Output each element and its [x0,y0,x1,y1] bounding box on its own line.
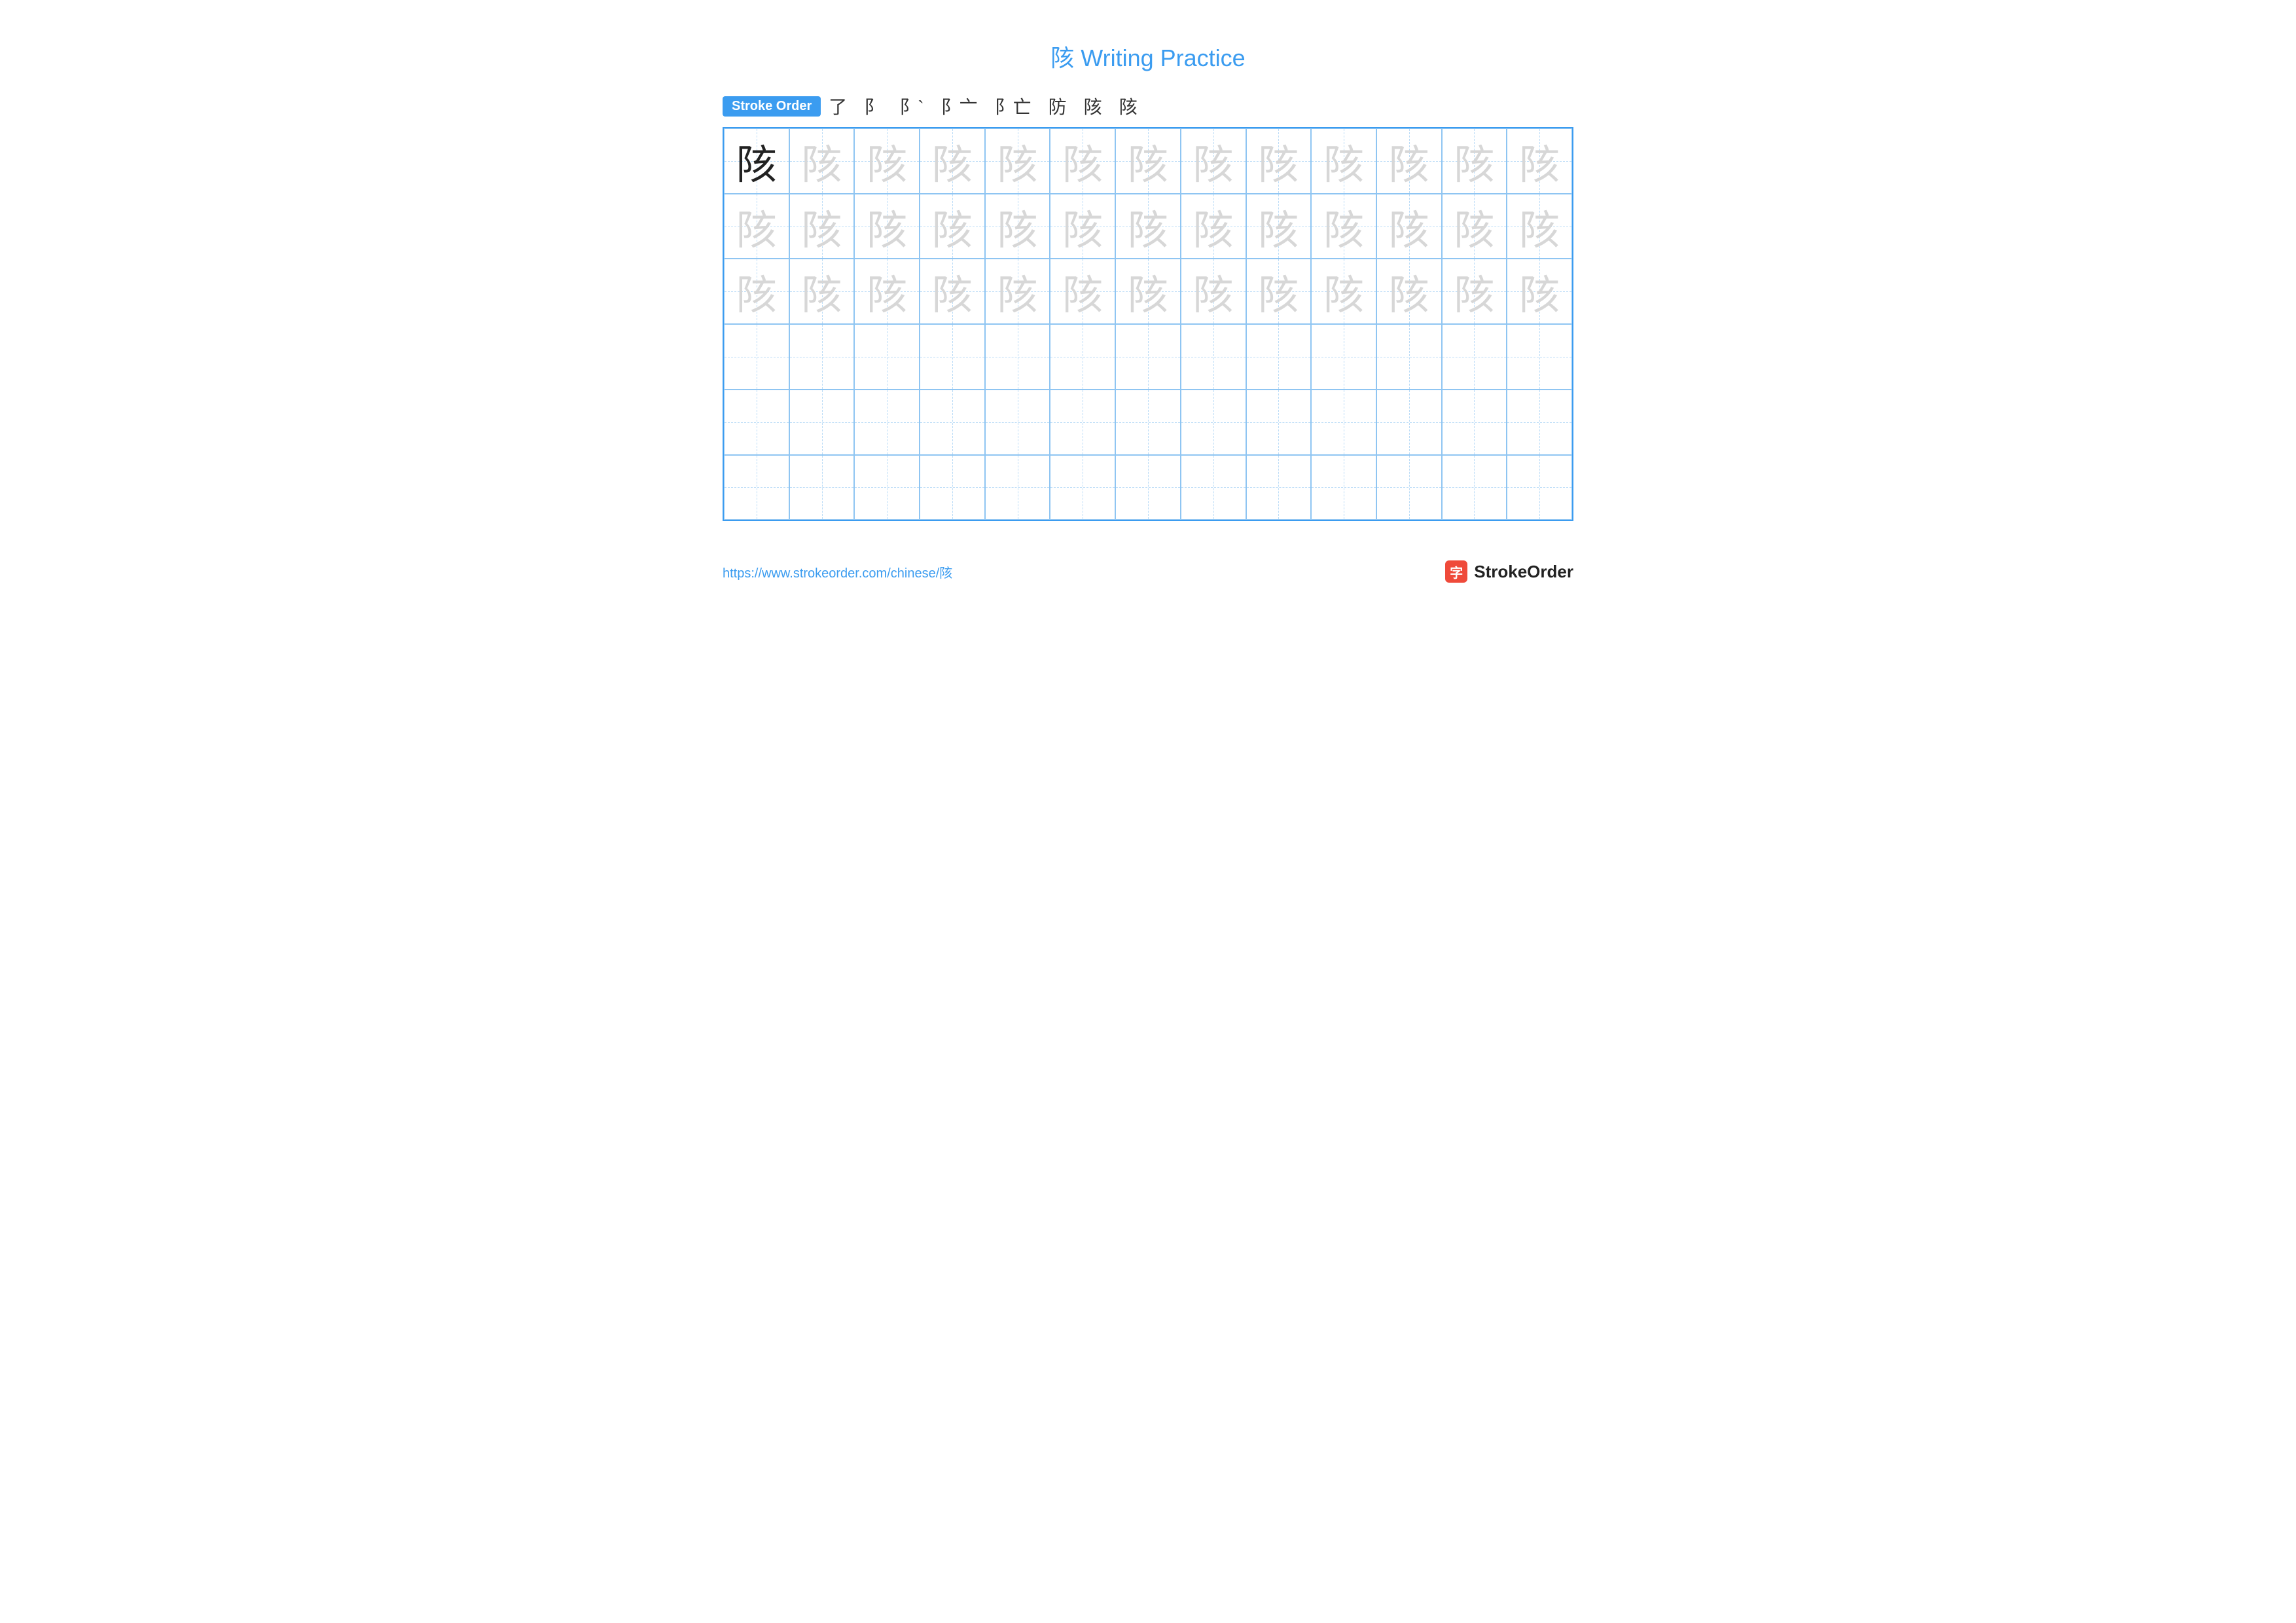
grid-cell: 陔 [724,194,789,259]
grid-cell [1376,455,1442,520]
stroke-step: 陔 [1084,93,1102,119]
grid-cell: 陔 [789,259,855,324]
grid-cell: 陔 [1311,194,1376,259]
grid-cell [724,324,789,390]
stroke-step: 阝` [899,93,924,119]
grid-cell [1507,455,1572,520]
grid-cell [1181,455,1246,520]
grid-cell [920,324,985,390]
grid-cell [1246,324,1312,390]
grid-cell: 陔 [1181,259,1246,324]
grid-cell [1115,455,1181,520]
grid-cell [724,455,789,520]
grid-cell [789,455,855,520]
grid-cell: 陔 [1311,259,1376,324]
grid-cell [920,390,985,455]
grid-cell: 陔 [920,259,985,324]
page-title: 陔 Writing Practice [723,39,1573,73]
grid-cell [1115,324,1181,390]
grid-cell [1376,390,1442,455]
grid-cell: 陔 [854,128,920,194]
grid-cell [1181,324,1246,390]
grid-cell: 陔 [1311,128,1376,194]
grid-cell [1050,324,1115,390]
stroke-step: 阝亡 [995,93,1031,119]
grid-cell [1442,324,1507,390]
grid-cell [1376,324,1442,390]
grid-cell [1050,390,1115,455]
grid-cell: 陔 [1442,194,1507,259]
grid-cell: 陔 [1050,259,1115,324]
grid-cell: 陔 [789,194,855,259]
stroke-order-steps: 了阝阝`阝亠阝亡防陔陔 [829,93,1137,119]
grid-cell [1507,390,1572,455]
grid-cell [789,324,855,390]
grid-cell [1050,455,1115,520]
grid-cell [789,390,855,455]
grid-cell: 陔 [985,259,1050,324]
grid-cell: 陔 [724,259,789,324]
grid-cell [1442,390,1507,455]
grid-cell: 陔 [985,128,1050,194]
grid-cell: 陔 [1442,128,1507,194]
stroke-step: 了 [829,93,847,119]
grid-cell: 陔 [1507,259,1572,324]
stroke-step: 防 [1049,93,1067,119]
grid-cell: 陔 [1181,194,1246,259]
practice-grid: 陔陔陔陔陔陔陔陔陔陔陔陔陔陔陔陔陔陔陔陔陔陔陔陔陔陔陔陔陔陔陔陔陔陔陔陔陔陔陔 [723,127,1573,521]
grid-cell [1442,455,1507,520]
grid-cell [1246,455,1312,520]
stroke-step: 阝 [864,93,882,119]
grid-cell: 陔 [1246,128,1312,194]
grid-cell [854,390,920,455]
grid-cell: 陔 [1507,128,1572,194]
brand-logo: 字 StrokeOrder [1445,560,1573,583]
grid-cell: 陔 [920,194,985,259]
grid-cell [1246,390,1312,455]
grid-cell [985,324,1050,390]
practice-sheet: 陔 Writing Practice Stroke Order 了阝阝` 阝亠阝亡… [723,39,1573,583]
stroke-order-badge: Stroke Order [723,96,821,117]
grid-cell: 陔 [1246,259,1312,324]
grid-cell [1507,324,1572,390]
stroke-step: 阝亠 [941,93,978,119]
grid-cell: 陔 [1115,194,1181,259]
grid-cell [985,455,1050,520]
grid-cell: 陔 [1376,128,1442,194]
grid-cell: 陔 [854,194,920,259]
brand-logo-mark-icon: 字 [1445,560,1467,583]
grid-cell: 陔 [1246,194,1312,259]
grid-cell [920,455,985,520]
grid-cell: 陔 [1115,259,1181,324]
grid-cell: 陔 [1507,194,1572,259]
grid-cell: 陔 [1376,194,1442,259]
grid-cell: 陔 [789,128,855,194]
grid-cell [724,390,789,455]
source-url[interactable]: https://www.strokeorder.com/chinese/陔 [723,562,952,581]
grid-cell: 陔 [985,194,1050,259]
stroke-step: 陔 [1119,93,1138,119]
grid-cell: 陔 [920,128,985,194]
stroke-order-row: Stroke Order 了阝阝`阝亠阝亡防陔陔 [723,93,1573,119]
grid-cell: 陔 [1115,128,1181,194]
grid-cell [1311,455,1376,520]
footer: https://www.strokeorder.com/chinese/陔 字 … [723,560,1573,583]
grid-cell [985,390,1050,455]
grid-cell [1181,390,1246,455]
grid-cell [1115,390,1181,455]
grid-cell [854,455,920,520]
grid-cell [1311,390,1376,455]
grid-cell [1311,324,1376,390]
grid-cell: 陔 [1181,128,1246,194]
grid-cell [854,324,920,390]
grid-cell: 陔 [1376,259,1442,324]
grid-cell: 陔 [1050,194,1115,259]
grid-cell: 陔 [1050,128,1115,194]
grid-cell: 陔 [724,128,789,194]
brand-name: StrokeOrder [1474,562,1573,582]
grid-cell: 陔 [854,259,920,324]
grid-cell: 陔 [1442,259,1507,324]
